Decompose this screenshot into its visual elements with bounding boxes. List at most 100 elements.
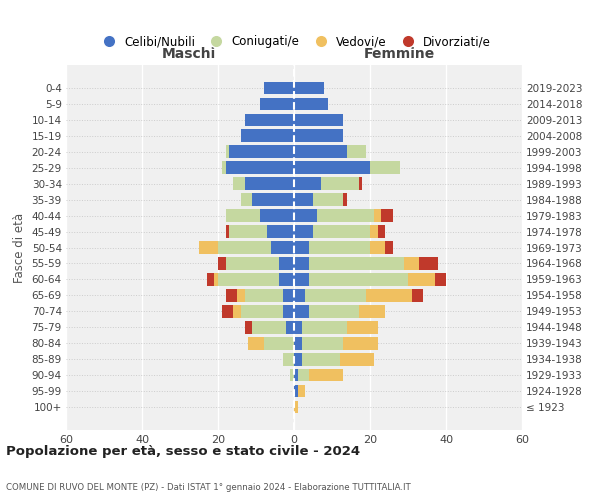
Bar xyxy=(309,257,404,270)
Bar xyxy=(347,321,377,334)
Bar xyxy=(382,210,393,222)
Bar xyxy=(309,369,343,382)
Bar xyxy=(237,289,245,302)
Bar xyxy=(252,194,294,206)
Bar xyxy=(226,289,237,302)
Bar xyxy=(199,242,218,254)
Bar xyxy=(279,273,294,285)
Bar xyxy=(226,162,294,174)
Bar xyxy=(366,289,412,302)
Bar xyxy=(309,305,359,318)
Bar xyxy=(252,321,286,334)
Text: Popolazione per età, sesso e stato civile - 2024: Popolazione per età, sesso e stato civil… xyxy=(6,444,360,458)
Bar xyxy=(294,369,298,382)
Bar xyxy=(226,210,260,222)
Bar xyxy=(305,289,366,302)
Bar xyxy=(408,273,434,285)
Bar xyxy=(294,82,325,94)
Bar xyxy=(294,210,317,222)
Text: COMUNE DI RUVO DEL MONTE (PZ) - Dati ISTAT 1° gennaio 2024 - Elaborazione TUTTIT: COMUNE DI RUVO DEL MONTE (PZ) - Dati IST… xyxy=(6,484,411,492)
Bar xyxy=(241,194,252,206)
Bar xyxy=(260,98,294,110)
Bar xyxy=(290,369,294,382)
Bar xyxy=(359,305,385,318)
Bar xyxy=(412,289,423,302)
Bar xyxy=(241,305,283,318)
Bar xyxy=(294,162,370,174)
Bar xyxy=(218,273,279,285)
Bar xyxy=(370,162,400,174)
Bar xyxy=(385,242,393,254)
Bar xyxy=(229,146,294,158)
Bar xyxy=(294,242,309,254)
Bar xyxy=(359,178,362,190)
Bar xyxy=(294,98,328,110)
Bar xyxy=(263,337,294,349)
Bar xyxy=(294,401,298,413)
Bar xyxy=(226,257,279,270)
Bar xyxy=(294,305,309,318)
Bar xyxy=(283,353,294,366)
Bar xyxy=(286,321,294,334)
Bar xyxy=(294,273,309,285)
Bar xyxy=(248,337,263,349)
Bar xyxy=(434,273,446,285)
Bar xyxy=(294,321,302,334)
Bar xyxy=(283,289,294,302)
Bar xyxy=(233,305,241,318)
Bar xyxy=(320,178,359,190)
Bar xyxy=(268,226,294,238)
Bar xyxy=(294,257,309,270)
Bar xyxy=(222,162,226,174)
Bar xyxy=(343,194,347,206)
Bar xyxy=(302,337,343,349)
Bar xyxy=(294,130,343,142)
Bar xyxy=(294,114,343,126)
Bar xyxy=(309,242,370,254)
Bar xyxy=(347,146,366,158)
Text: Femmine: Femmine xyxy=(363,48,434,62)
Bar xyxy=(294,194,313,206)
Bar xyxy=(222,305,233,318)
Bar xyxy=(279,257,294,270)
Bar xyxy=(302,321,347,334)
Y-axis label: Fasce di età: Fasce di età xyxy=(13,212,26,282)
Bar xyxy=(263,82,294,94)
Bar xyxy=(294,385,298,398)
Bar xyxy=(377,226,385,238)
Bar xyxy=(260,210,294,222)
Bar xyxy=(226,226,229,238)
Bar xyxy=(245,114,294,126)
Text: Maschi: Maschi xyxy=(162,48,216,62)
Bar xyxy=(245,289,283,302)
Bar xyxy=(233,178,245,190)
Bar xyxy=(283,305,294,318)
Bar xyxy=(294,289,305,302)
Bar xyxy=(370,242,385,254)
Bar xyxy=(340,353,374,366)
Bar xyxy=(245,321,252,334)
Bar xyxy=(294,226,313,238)
Bar xyxy=(271,242,294,254)
Bar xyxy=(218,257,226,270)
Bar xyxy=(294,178,320,190)
Bar xyxy=(206,273,214,285)
Bar xyxy=(343,337,377,349)
Bar xyxy=(317,210,374,222)
Bar xyxy=(245,178,294,190)
Bar xyxy=(226,146,229,158)
Bar xyxy=(294,353,302,366)
Bar xyxy=(294,146,347,158)
Bar xyxy=(298,385,305,398)
Bar xyxy=(294,337,302,349)
Bar xyxy=(298,369,309,382)
Bar xyxy=(313,226,370,238)
Bar xyxy=(218,242,271,254)
Bar xyxy=(374,210,382,222)
Bar xyxy=(214,273,218,285)
Bar xyxy=(313,194,343,206)
Bar xyxy=(302,353,340,366)
Bar xyxy=(229,226,268,238)
Legend: Celibi/Nubili, Coniugati/e, Vedovi/e, Divorziati/e: Celibi/Nubili, Coniugati/e, Vedovi/e, Di… xyxy=(92,31,496,53)
Bar xyxy=(370,226,377,238)
